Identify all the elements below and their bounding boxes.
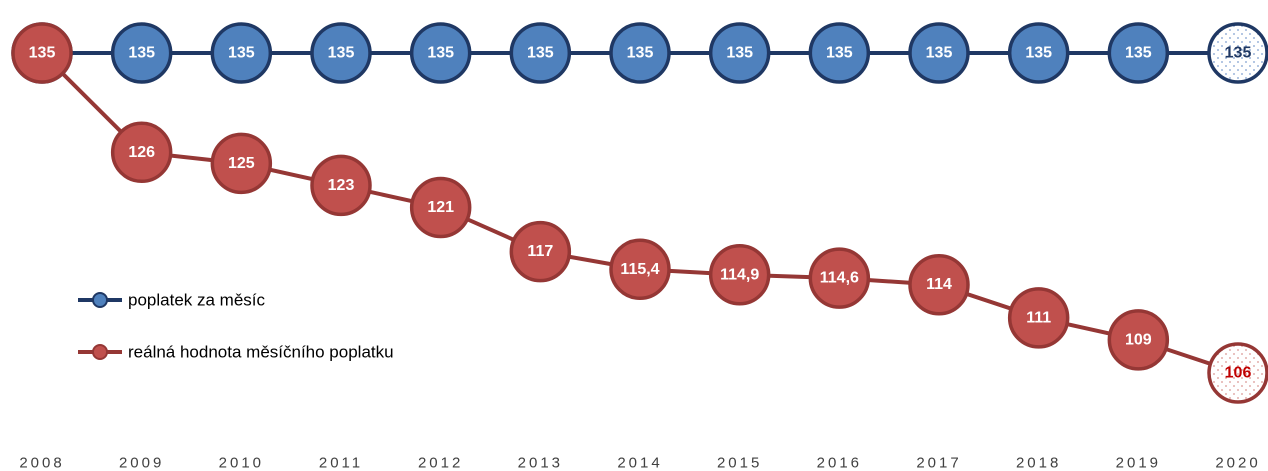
point	[908, 22, 970, 84]
x-tick-label: 2013	[518, 455, 563, 471]
point	[708, 244, 771, 306]
point	[808, 247, 871, 309]
data-label: 135	[726, 45, 753, 62]
data-label: 121	[427, 199, 454, 216]
data-label: 135	[328, 45, 355, 62]
x-tick-label: 2019	[1116, 455, 1161, 471]
data-label: 106	[1225, 365, 1252, 382]
x-tick-label: 2012	[418, 455, 463, 471]
data-label: 135	[228, 45, 255, 62]
data-label: 135	[627, 45, 654, 62]
data-label: 135	[527, 45, 554, 62]
x-tick-label: 2018	[1016, 455, 1061, 471]
point	[509, 22, 572, 84]
data-label: 123	[328, 177, 355, 194]
point	[808, 22, 871, 84]
point	[409, 176, 472, 239]
x-tick-label: 2014	[617, 455, 662, 471]
data-label: 109	[1125, 331, 1152, 348]
point	[310, 154, 372, 217]
point	[210, 132, 273, 195]
point	[110, 22, 173, 84]
data-label: 117	[527, 243, 553, 260]
x-tick-label: 2017	[916, 455, 961, 471]
x-tick-label: 2008	[19, 455, 64, 471]
x-tick-label: 2010	[219, 455, 264, 471]
point	[509, 220, 572, 283]
data-label: 135	[1025, 45, 1052, 62]
data-label: 135	[29, 45, 56, 62]
point	[310, 22, 372, 84]
x-tick-label: 2011	[319, 455, 363, 471]
x-tick-label: 2009	[119, 455, 164, 471]
data-label: 126	[128, 144, 155, 161]
point	[110, 121, 173, 184]
data-label: 114	[926, 276, 952, 293]
data-label: 135	[128, 45, 155, 62]
data-label: 114,9	[720, 266, 759, 283]
data-label: 135	[926, 45, 953, 62]
data-label: 114,6	[820, 270, 859, 287]
point	[1207, 22, 1268, 84]
legend-label: reálná hodnota měsíčního poplatku	[128, 343, 394, 362]
point	[1107, 22, 1170, 84]
data-label: 111	[1026, 309, 1051, 326]
data-label: 135	[427, 45, 454, 62]
legend-label: poplatek za měsíc	[128, 291, 266, 310]
legend-marker	[92, 292, 108, 308]
point	[908, 253, 970, 316]
data-label: 115,4	[620, 261, 659, 278]
point	[1107, 309, 1170, 371]
point	[409, 22, 472, 84]
data-label: 135	[826, 45, 853, 62]
point	[609, 22, 671, 84]
point	[11, 22, 73, 84]
legend-marker	[92, 344, 108, 360]
x-tick-label: 2016	[817, 455, 862, 471]
x-tick-label: 2020	[1215, 455, 1260, 471]
point	[1007, 22, 1070, 84]
point	[1207, 342, 1268, 404]
data-label: 125	[228, 155, 255, 172]
point	[210, 22, 273, 84]
point	[609, 238, 671, 301]
x-tick-label: 2015	[717, 455, 762, 471]
point	[1007, 287, 1070, 349]
data-label: 135	[1225, 45, 1252, 62]
point	[708, 22, 771, 84]
data-label: 135	[1125, 45, 1152, 62]
